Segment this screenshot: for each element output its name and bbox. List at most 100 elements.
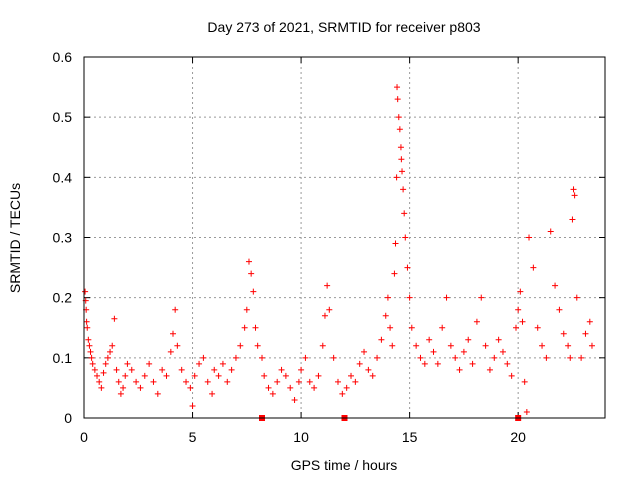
y-tick-label: 0.3 [53, 230, 73, 246]
data-point [200, 354, 207, 361]
chart-title: Day 273 of 2021, SRMTID for receiver p80… [207, 19, 480, 35]
data-point [104, 354, 111, 361]
data-point [417, 354, 424, 361]
data-point [571, 192, 578, 199]
data-point [426, 336, 433, 343]
data-point [191, 372, 198, 379]
data-point [582, 330, 589, 337]
data-point [478, 294, 485, 301]
data-point [102, 360, 109, 367]
data-point [508, 372, 515, 379]
axis-ticks: 0 0.1 0.2 0.3 0.4 0.5 0.6 0 5 10 15 20 [53, 49, 605, 445]
data-point [298, 366, 305, 373]
data-point [469, 360, 476, 367]
data-point [378, 336, 385, 343]
data-point [504, 360, 511, 367]
data-point [539, 342, 546, 349]
data-point [512, 324, 519, 331]
data-point [98, 384, 105, 391]
x-tick-label: 10 [293, 429, 309, 445]
data-point [86, 342, 93, 349]
data-point [374, 354, 381, 361]
data-point [348, 372, 355, 379]
data-point [465, 336, 472, 343]
data-point [391, 270, 398, 277]
data-point [87, 348, 94, 355]
data-point [356, 360, 363, 367]
data-point [321, 312, 328, 319]
data-point [392, 240, 399, 247]
data-point [250, 288, 257, 295]
data-point [241, 324, 248, 331]
data-point [85, 336, 92, 343]
data-point [394, 96, 401, 103]
data-point [396, 126, 403, 133]
data-point [491, 354, 498, 361]
data-point [588, 342, 595, 349]
data-point [141, 372, 148, 379]
data-point [393, 174, 400, 181]
data-point [84, 324, 91, 331]
data-point [543, 354, 550, 361]
data-point [565, 342, 572, 349]
data-point [398, 156, 405, 163]
data-point [163, 372, 170, 379]
data-point [248, 270, 255, 277]
data-point [245, 258, 252, 265]
data-point [526, 234, 533, 241]
data-point [394, 84, 401, 91]
data-point [83, 318, 90, 325]
data-point [120, 384, 127, 391]
data-points [82, 84, 595, 415]
data-point [88, 354, 95, 361]
x-tick-label: 20 [510, 429, 526, 445]
data-point [399, 168, 406, 175]
data-point [395, 114, 402, 121]
data-point [324, 282, 331, 289]
data-point [278, 366, 285, 373]
data-point [326, 306, 333, 313]
data-point [408, 324, 415, 331]
data-point [306, 378, 313, 385]
data-point [94, 372, 101, 379]
data-point [252, 324, 259, 331]
data-point [302, 354, 309, 361]
y-tick-label: 0.5 [53, 109, 73, 125]
data-point [439, 324, 446, 331]
data-point [211, 366, 218, 373]
x-axis-label: GPS time / hours [291, 457, 398, 473]
data-point [547, 228, 554, 235]
data-point [384, 294, 391, 301]
data-point [137, 384, 144, 391]
data-point [315, 372, 322, 379]
data-point [113, 366, 120, 373]
data-point [115, 378, 122, 385]
data-point [560, 330, 567, 337]
data-point [519, 318, 526, 325]
data-point [397, 144, 404, 151]
x-tick-label: 5 [189, 429, 197, 445]
data-point [174, 342, 181, 349]
data-point [82, 288, 89, 295]
data-point [473, 318, 480, 325]
data-point [430, 348, 437, 355]
data-point [154, 390, 161, 397]
x-tick-label: 15 [402, 429, 418, 445]
data-point [259, 354, 266, 361]
data-point [189, 402, 196, 409]
y-tick-label: 0.1 [53, 350, 73, 366]
data-point [515, 306, 522, 313]
data-point [111, 315, 118, 322]
data-point [343, 384, 350, 391]
data-point [369, 372, 376, 379]
data-point [570, 186, 577, 193]
y-tick-label: 0.6 [53, 49, 73, 65]
data-point [91, 366, 98, 373]
data-point [187, 384, 194, 391]
data-point [400, 186, 407, 193]
data-point [124, 360, 131, 367]
data-point [269, 390, 276, 397]
data-point [402, 234, 409, 241]
